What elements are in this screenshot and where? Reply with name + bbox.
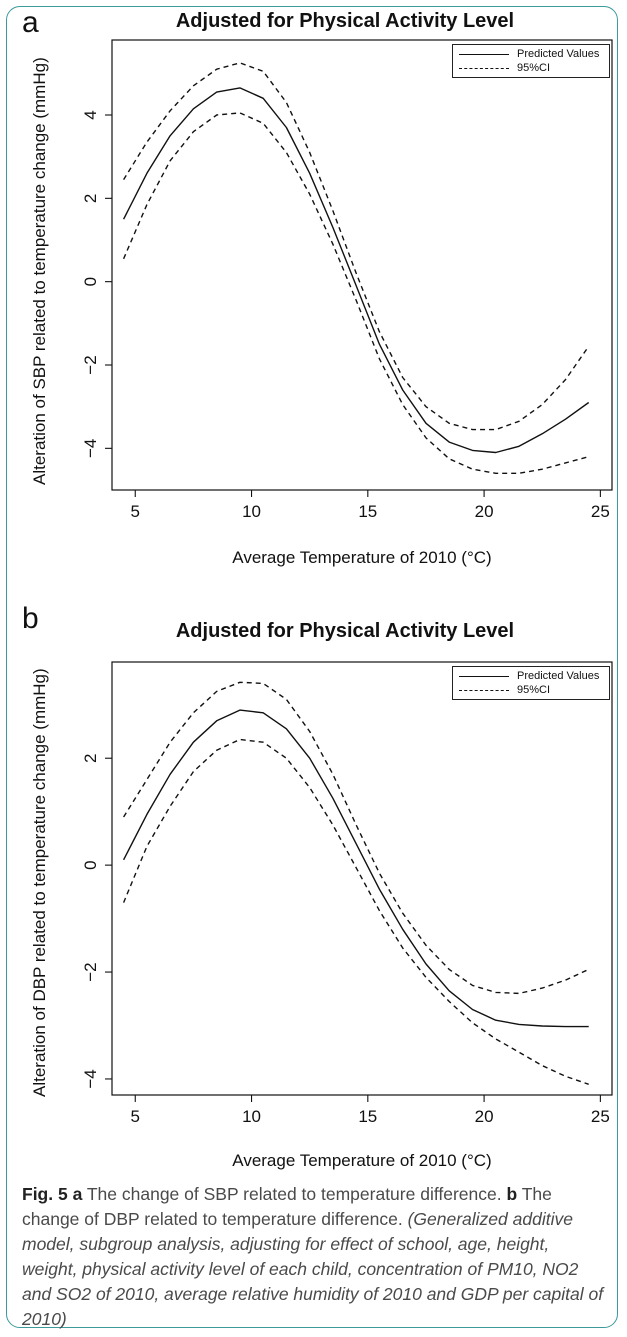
x-tick-label-a-10: 10 [242, 502, 261, 521]
legend-label-predicted-a: Predicted Values [517, 48, 600, 60]
x-axis-label-b: Average Temperature of 2010 (°C) [232, 1151, 492, 1170]
y-tick-label-b-2: 2 [81, 753, 100, 762]
x-tick-label-a-25: 25 [591, 502, 610, 521]
legend-item-ci-a: 95%CI [459, 61, 603, 75]
series-line-a-1 [123, 62, 590, 431]
x-tick-label-a-15: 15 [358, 502, 377, 521]
series-line-a-2 [122, 112, 589, 474]
panel-label-b: b [22, 602, 39, 635]
x-tick-label-b-25: 25 [591, 1107, 610, 1126]
plot-svg-a: 5 10 15 20 25 −4 −2 0 2 4 [81, 39, 613, 521]
chart-title-b: Adjusted for Physical Activity Level [175, 620, 515, 642]
series-line-b-1 [123, 681, 589, 995]
x-axis-label-a: Average Temperature of 2010 (°C) [232, 548, 492, 567]
legend-item-predicted-a: Predicted Values [459, 47, 603, 61]
x-tick-label-b-5: 5 [131, 1107, 140, 1126]
y-tick-label-a--4: −4 [81, 439, 100, 458]
legend-solid-line-b [459, 675, 509, 677]
y-tick-label-a-0: 0 [81, 277, 100, 286]
x-tick-label-b-20: 20 [475, 1107, 494, 1126]
y-tick-label-b-0: 0 [81, 860, 100, 869]
caption-note: (Generalized additive model, subgroup an… [22, 1209, 604, 1329]
series-line-b-2 [122, 738, 589, 1085]
caption-a-label: a [72, 1184, 83, 1204]
legend-item-predicted-b: Predicted Values [459, 669, 603, 683]
chart-panel-a: a Adjusted for Physical Activity Level 5… [0, 0, 627, 590]
panel-label-a: a [22, 6, 39, 39]
caption-fig-label: Fig. 5 [22, 1184, 68, 1204]
legend-label-predicted-b: Predicted Values [517, 670, 600, 682]
y-tick-label-a-4: 4 [81, 110, 100, 119]
y-tick-label-b--4: −4 [81, 1069, 100, 1088]
y-axis-label-a: Alteration of SBP related to temperature… [30, 57, 49, 485]
caption-a-text: The change of SBP related to temperature… [82, 1184, 507, 1204]
legend-label-ci-a: 95%CI [517, 62, 551, 74]
legend-item-ci-b: 95%CI [459, 683, 603, 697]
plot-svg-b: 5 10 15 20 25 −4 −2 0 2 [81, 661, 613, 1126]
legend-solid-line-a [459, 53, 509, 55]
legend-dashed-line-a [459, 67, 509, 69]
y-tick-label-a-2: 2 [81, 194, 100, 203]
chart-panel-b: b Adjusted for Physical Activity Level 5… [0, 592, 627, 1178]
figure-caption: Fig. 5 a The change of SBP related to te… [22, 1182, 607, 1332]
x-tick-label-a-5: 5 [131, 502, 140, 521]
y-tick-label-b--2: −2 [81, 962, 100, 981]
y-tick-label-a--2: −2 [81, 355, 100, 374]
legend-b: Predicted Values 95%CI [452, 666, 610, 700]
series-line-a-0 [122, 87, 590, 454]
x-tick-label-b-15: 15 [358, 1107, 377, 1126]
plot-area-a [111, 39, 613, 491]
chart-title-a: Adjusted for Physical Activity Level [175, 10, 515, 32]
x-tick-label-b-10: 10 [242, 1107, 261, 1126]
x-tick-label-a-20: 20 [475, 502, 494, 521]
figure-frame [6, 6, 618, 1328]
plot-area-b [111, 661, 613, 1096]
legend-a: Predicted Values 95%CI [452, 44, 610, 78]
caption-b-label: b [506, 1184, 518, 1204]
series-line-b-0 [122, 709, 589, 1028]
legend-dashed-line-b [459, 689, 509, 691]
y-axis-label-b: Alteration of DBP related to temperature… [30, 668, 49, 1097]
caption-b-text: The change of DBP related to temperature… [22, 1184, 552, 1229]
legend-label-ci-b: 95%CI [517, 684, 551, 696]
